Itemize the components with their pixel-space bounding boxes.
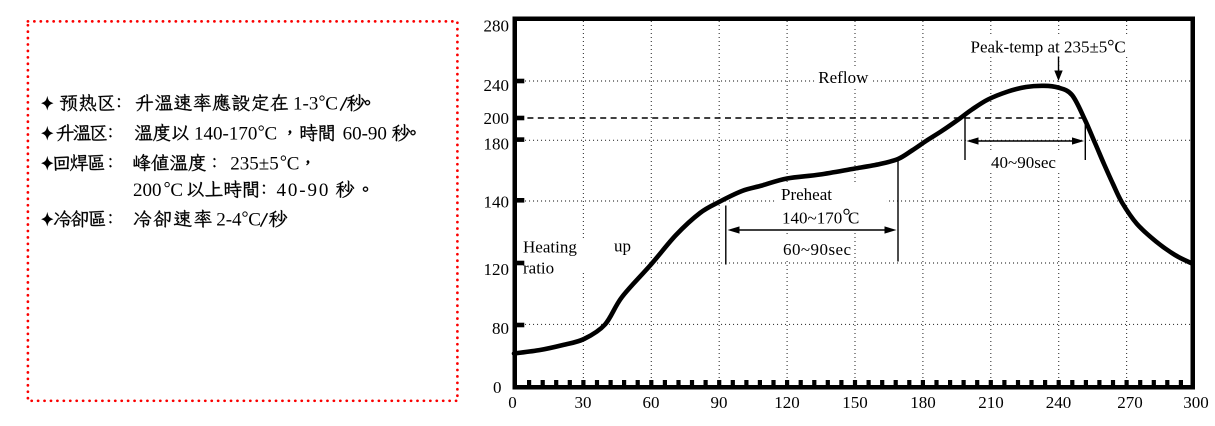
svg-text:40-90: 40-90	[277, 180, 331, 201]
svg-text:0: 0	[493, 378, 502, 397]
svg-text:280: 280	[484, 17, 510, 36]
svg-text:1-3: 1-3	[293, 94, 318, 115]
svg-text:Reflow: Reflow	[818, 68, 869, 87]
svg-text:60: 60	[643, 393, 660, 412]
svg-text:240: 240	[1046, 393, 1072, 412]
svg-text:180: 180	[910, 393, 936, 412]
svg-text:150: 150	[842, 393, 868, 412]
svg-text:C: C	[170, 180, 183, 201]
svg-text:2-4: 2-4	[216, 210, 242, 231]
svg-text:up: up	[614, 237, 631, 256]
svg-text:40~90sec: 40~90sec	[991, 153, 1056, 172]
svg-text:120: 120	[774, 393, 800, 412]
svg-text:300: 300	[1183, 393, 1209, 412]
svg-text:180: 180	[484, 135, 510, 154]
svg-text:C: C	[248, 210, 261, 231]
svg-text:60~90sec: 60~90sec	[783, 240, 852, 259]
svg-text:C: C	[265, 124, 278, 145]
svg-text:Heating: Heating	[523, 237, 577, 256]
svg-text:235±5: 235±5	[230, 154, 278, 175]
svg-text:30: 30	[575, 393, 592, 412]
svg-text:140: 140	[484, 193, 510, 212]
svg-text:C: C	[325, 94, 338, 115]
svg-text:Preheat: Preheat	[781, 185, 832, 204]
svg-text:270: 270	[1117, 393, 1143, 412]
svg-text:240: 240	[484, 76, 510, 95]
svg-text:140-170: 140-170	[194, 124, 257, 145]
svg-text:Peak-temp at 235±5: Peak-temp at 235±5	[971, 37, 1108, 56]
svg-text:0: 0	[508, 393, 517, 412]
svg-text:210: 210	[978, 393, 1004, 412]
svg-text:140~170: 140~170	[782, 209, 842, 228]
svg-text:60-90: 60-90	[343, 124, 387, 145]
svg-text:200: 200	[484, 109, 510, 128]
svg-text:200: 200	[133, 180, 162, 201]
svg-text:80: 80	[492, 319, 509, 338]
svg-text:C: C	[1114, 37, 1125, 56]
svg-text:90: 90	[711, 393, 728, 412]
svg-text:C: C	[287, 154, 300, 175]
svg-text:C: C	[848, 209, 859, 228]
svg-text:120: 120	[484, 260, 510, 279]
svg-text:ratio: ratio	[523, 259, 554, 278]
